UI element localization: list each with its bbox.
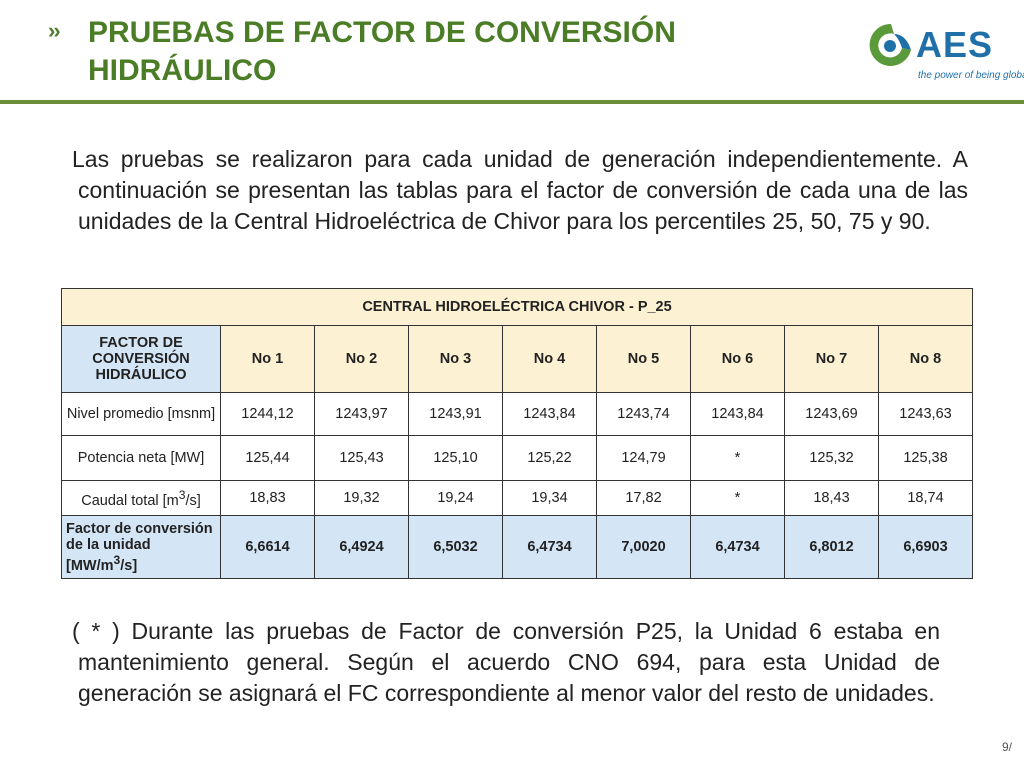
page-number: 9/: [1001, 740, 1012, 754]
row-label: Potencia neta [MW]: [61, 435, 221, 481]
header-label: FACTOR DE CONVERSIÓN HIDRÁULICO: [61, 325, 221, 393]
table-cell: 6,8012: [784, 515, 879, 579]
table-caption-row: CENTRAL HIDROELÉCTRICA CHIVOR - P_25: [61, 288, 973, 326]
table-row: Caudal total [m3/s] 18,83 19,32 19,24 19…: [61, 480, 973, 516]
table-cell: 18,43: [784, 480, 879, 516]
row-label-sup: 3: [178, 487, 186, 502]
slide-header: ›› PRUEBAS DE FACTOR DE CONVERSIÓN HIDRÁ…: [0, 0, 1024, 106]
logo-wordmark: AES: [916, 24, 994, 65]
footnote-paragraph: ( * ) Durante las pruebas de Factor de c…: [72, 618, 940, 706]
column-header: No 5: [596, 325, 691, 393]
table-cell: 125,43: [314, 435, 409, 481]
table-cell: 125,44: [220, 435, 315, 481]
table-cell: 19,32: [314, 480, 409, 516]
table-cell: 17,82: [596, 480, 691, 516]
table-cell: 6,5032: [408, 515, 503, 579]
table-cell: 1244,12: [220, 392, 315, 436]
table-cell: 125,32: [784, 435, 879, 481]
row-label: Factor de conversión de la unidad [MW/m3…: [61, 515, 221, 579]
table-cell: *: [690, 435, 785, 481]
table-row: Potencia neta [MW] 125,44 125,43 125,10 …: [61, 435, 973, 481]
row-label-sup: 3: [113, 552, 121, 567]
table-cell: 1243,91: [408, 392, 503, 436]
table-cell: 1243,63: [878, 392, 973, 436]
column-header: No 7: [784, 325, 879, 393]
column-header: No 4: [502, 325, 597, 393]
column-header: No 3: [408, 325, 503, 393]
row-label: Caudal total [m3/s]: [61, 480, 221, 516]
column-header: No 1: [220, 325, 315, 393]
table-header-row: FACTOR DE CONVERSIÓN HIDRÁULICO No 1 No …: [61, 325, 973, 393]
table-cell: 1243,84: [502, 392, 597, 436]
row-label-text: /s]: [120, 557, 138, 574]
column-header: No 6: [690, 325, 785, 393]
table-caption: CENTRAL HIDROELÉCTRICA CHIVOR - P_25: [61, 288, 973, 326]
factor-table: CENTRAL HIDROELÉCTRICA CHIVOR - P_25 FAC…: [61, 288, 973, 579]
slide-title: PRUEBAS DE FACTOR DE CONVERSIÓN HIDRÁULI…: [88, 16, 676, 87]
table-cell: 6,4734: [690, 515, 785, 579]
header-divider: [0, 100, 1024, 104]
table-cell: 19,34: [502, 480, 597, 516]
table-cell: *: [690, 480, 785, 516]
table-cell: 1243,69: [784, 392, 879, 436]
aes-logo-mark-icon: [869, 23, 911, 66]
table-cell: 6,4924: [314, 515, 409, 579]
table-cell: 125,22: [502, 435, 597, 481]
column-header: No 2: [314, 325, 409, 393]
row-label: Nivel promedio [msnm]: [61, 392, 221, 436]
row-label-text: Caudal total [m: [81, 492, 179, 509]
table-cell: 18,74: [878, 480, 973, 516]
table-cell: 125,38: [878, 435, 973, 481]
table-cell: 1243,84: [690, 392, 785, 436]
aes-logo: AES the power of being global: [866, 20, 1024, 84]
table-row: Factor de conversión de la unidad [MW/m3…: [61, 515, 973, 579]
table-cell: 6,6903: [878, 515, 973, 579]
column-header: No 8: [878, 325, 973, 393]
table-cell: 7,0020: [596, 515, 691, 579]
table-cell: 124,79: [596, 435, 691, 481]
logo-tagline: the power of being global: [918, 70, 1024, 81]
table-cell: 1243,97: [314, 392, 409, 436]
table-cell: 19,24: [408, 480, 503, 516]
bullet-chevron-icon: ››: [48, 18, 61, 43]
table-cell: 125,10: [408, 435, 503, 481]
intro-paragraph: Las pruebas se realizaron para cada unid…: [72, 146, 968, 234]
table-cell: 6,6614: [220, 515, 315, 579]
table-cell: 18,83: [220, 480, 315, 516]
table-row: Nivel promedio [msnm] 1244,12 1243,97 12…: [61, 392, 973, 436]
row-label-text: Factor de conversión de la unidad [MW/m: [66, 520, 213, 574]
table-cell: 6,4734: [502, 515, 597, 579]
table-cell: 1243,74: [596, 392, 691, 436]
row-label-text: /s]: [185, 492, 201, 509]
